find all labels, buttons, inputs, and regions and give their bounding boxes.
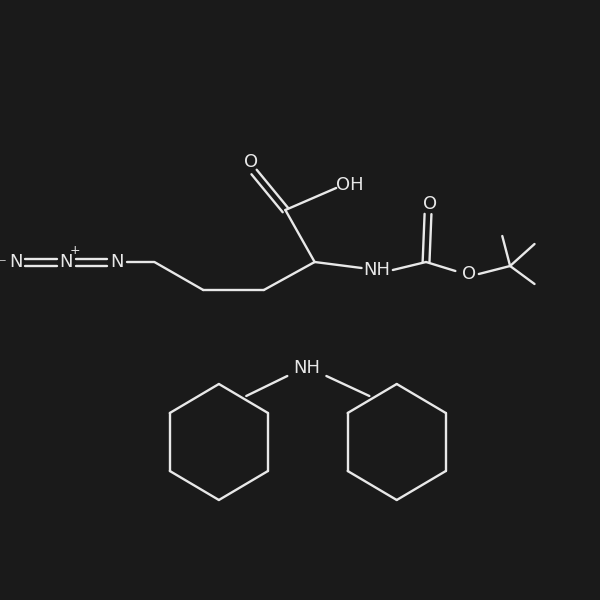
Text: N: N [59, 253, 73, 271]
Text: O: O [423, 195, 437, 213]
Text: O: O [244, 153, 258, 171]
Text: ⁻: ⁻ [0, 255, 7, 273]
Text: NH: NH [293, 359, 320, 377]
Text: O: O [462, 265, 476, 283]
Text: N: N [110, 253, 124, 271]
Text: NH: NH [364, 261, 391, 279]
Text: N: N [9, 253, 22, 271]
Text: OH: OH [336, 176, 364, 194]
Text: +: + [70, 245, 80, 257]
